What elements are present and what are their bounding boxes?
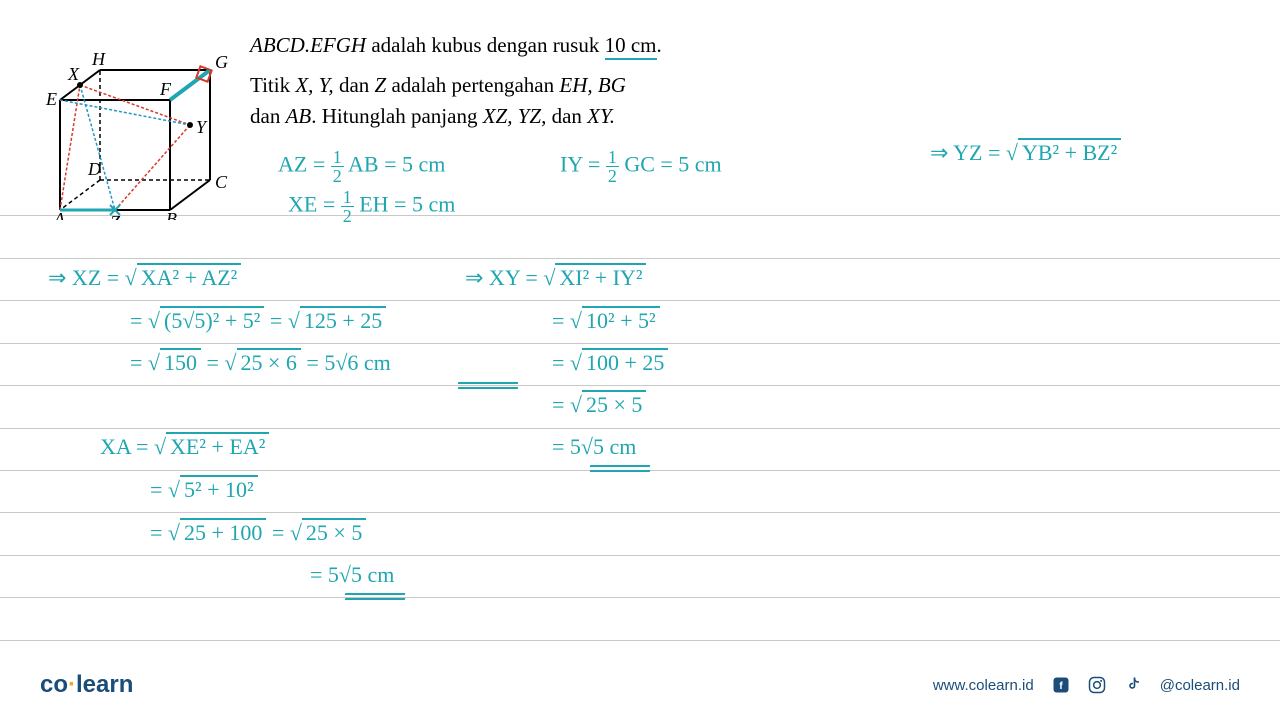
hw-xy-1: ⇒ XY = √XI² + IY² <box>465 265 646 291</box>
txt: . Hitunglah panjang <box>311 104 482 128</box>
svg-text:B: B <box>166 209 177 220</box>
txt: dan <box>250 104 286 128</box>
hw-az: AZ = 12 AB = 5 cm <box>278 148 445 185</box>
txt: . <box>657 33 662 57</box>
txt: Z <box>375 73 387 97</box>
svg-text:D: D <box>87 159 101 179</box>
txt: dan <box>334 73 375 97</box>
hw-xz-3: = √150 = √25 × 6 = 5√6 cm <box>130 350 391 376</box>
txt: adalah kubus dengan rusuk <box>366 33 605 57</box>
underline-result <box>590 465 650 471</box>
underline-result <box>345 593 405 599</box>
svg-text:A: A <box>53 209 66 220</box>
hw-xy-4: = √25 × 5 <box>552 392 646 418</box>
hw-xa-1: XA = √XE² + EA² <box>100 434 269 460</box>
txt: X, Y, <box>295 73 333 97</box>
svg-text:f: f <box>1059 680 1063 692</box>
brand-b: learn <box>76 671 133 698</box>
txt: adalah pertengahan <box>386 73 559 97</box>
brand-a: co <box>40 671 68 698</box>
txt: XY. <box>587 104 615 128</box>
hw-xa-4: = 5√5 cm <box>310 562 394 588</box>
svg-text:E: E <box>45 89 57 109</box>
svg-text:G: G <box>215 52 228 72</box>
underline-result <box>458 382 518 388</box>
txt: 10 cm <box>605 33 657 60</box>
txt: AB <box>286 104 312 128</box>
hw-xz-1: ⇒ XZ = √XA² + AZ² <box>48 265 241 291</box>
brand-logo: co·learn <box>40 671 133 699</box>
txt: ABCD.EFGH <box>250 33 366 57</box>
footer-handle: @colearn.id <box>1160 677 1240 694</box>
hw-xe: XE = 12 EH = 5 cm <box>288 188 455 225</box>
hw-xy-2: = √10² + 5² <box>552 308 660 334</box>
hw-xy-3: = √100 + 25 <box>552 350 668 376</box>
hw-xa-2: = √5² + 10² <box>150 477 258 503</box>
txt: Titik <box>250 73 295 97</box>
svg-text:H: H <box>91 49 106 69</box>
svg-text:X: X <box>67 64 80 84</box>
hw-xz-2: = √(5√5)² + 5² = √125 + 25 <box>130 308 386 334</box>
problem-statement: ABCD.EFGH adalah kubus dengan rusuk 10 c… <box>250 30 662 133</box>
svg-text:Z: Z <box>110 212 121 220</box>
tiktok-icon <box>1124 676 1142 694</box>
hw-xa-3: = √25 + 100 = √25 × 5 <box>150 520 366 546</box>
svg-text:C: C <box>215 172 228 192</box>
instagram-icon <box>1088 676 1106 694</box>
hw-yz: ⇒ YZ = √YB² + BZ² <box>930 140 1121 166</box>
svg-text:F: F <box>159 79 172 99</box>
svg-text:Y: Y <box>196 117 208 137</box>
hw-iy: IY = 12 GC = 5 cm <box>560 148 722 185</box>
txt: EH, BG <box>559 73 626 97</box>
brand-dot-icon: · <box>68 671 76 698</box>
footer: co·learn www.colearn.id f @colearn.id <box>0 665 1280 705</box>
hw-xy-5: = 5√5 cm <box>552 434 636 460</box>
cube-diagram: A B C D E F G H X Y Z <box>40 30 240 220</box>
footer-url: www.colearn.id <box>933 677 1034 694</box>
txt: XZ, YZ, <box>483 104 547 128</box>
txt: dan <box>546 104 587 128</box>
facebook-icon: f <box>1052 676 1070 694</box>
